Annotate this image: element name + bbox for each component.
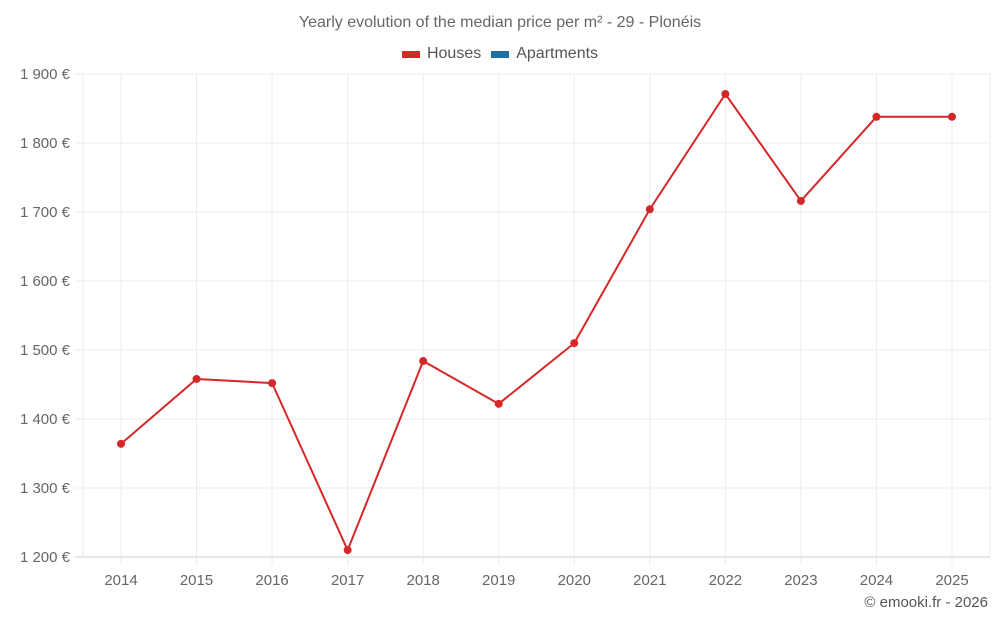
x-tick-label: 2016 [255, 572, 288, 589]
legend-item-apartments[interactable]: Apartments [491, 45, 598, 63]
x-tick-label: 2017 [331, 572, 364, 589]
data-point[interactable] [570, 339, 579, 348]
x-tick-label: 2022 [709, 572, 742, 589]
x-tick-label: 2019 [482, 572, 515, 589]
houses-swatch-icon [401, 50, 420, 58]
y-axis: 1 200 € 1 300 € 1 400 € 1 500 € 1 600 € 1 700… [20, 66, 71, 566]
x-tick-label: 2024 [860, 572, 893, 589]
x-tick-label: 2020 [558, 572, 591, 589]
y-tick-label: 1 400 € [20, 411, 71, 428]
data-point[interactable] [117, 439, 125, 448]
legend-label-houses: Houses [426, 45, 482, 62]
data-point[interactable] [192, 374, 201, 383]
y-tick-label: 1 200 € [20, 549, 71, 566]
data-point[interactable] [796, 196, 805, 205]
data-point[interactable] [419, 357, 428, 366]
data-point[interactable] [343, 546, 352, 555]
x-tick-label: 2025 [935, 572, 968, 589]
data-point[interactable] [721, 90, 730, 99]
houses-series [117, 90, 956, 555]
y-tick-label: 1 800 € [20, 135, 71, 152]
x-tick-label: 2014 [104, 572, 137, 589]
apartments-swatch-icon [491, 50, 510, 58]
data-point[interactable] [268, 379, 277, 388]
chart-title: Yearly evolution of the median price per… [298, 14, 702, 31]
credit-text: © emooki.fr - 2026 [864, 594, 988, 611]
legend: Houses Apartments [0, 45, 1000, 63]
data-point[interactable] [494, 399, 503, 408]
y-tick-label: 1 600 € [20, 273, 71, 290]
data-point[interactable] [948, 112, 956, 121]
x-tick-label: 2015 [180, 572, 213, 589]
data-point[interactable] [872, 112, 881, 121]
y-tick-label: 1 900 € [20, 66, 71, 83]
gridlines [75, 73, 991, 565]
data-point[interactable] [645, 205, 654, 214]
legend-label-apartments: Apartments [516, 45, 599, 62]
x-axis: 2014 2015 2016 2017 2018 2019 2020 2021 2022 2023… [104, 572, 968, 589]
y-tick-label: 1 300 € [20, 480, 71, 497]
x-tick-label: 2018 [406, 572, 439, 589]
y-tick-label: 1 700 € [20, 204, 71, 221]
x-tick-label: 2023 [784, 572, 817, 589]
x-tick-label: 2021 [633, 572, 666, 589]
y-tick-label: 1 500 € [20, 342, 71, 359]
legend-item-houses[interactable]: Houses [401, 45, 482, 63]
